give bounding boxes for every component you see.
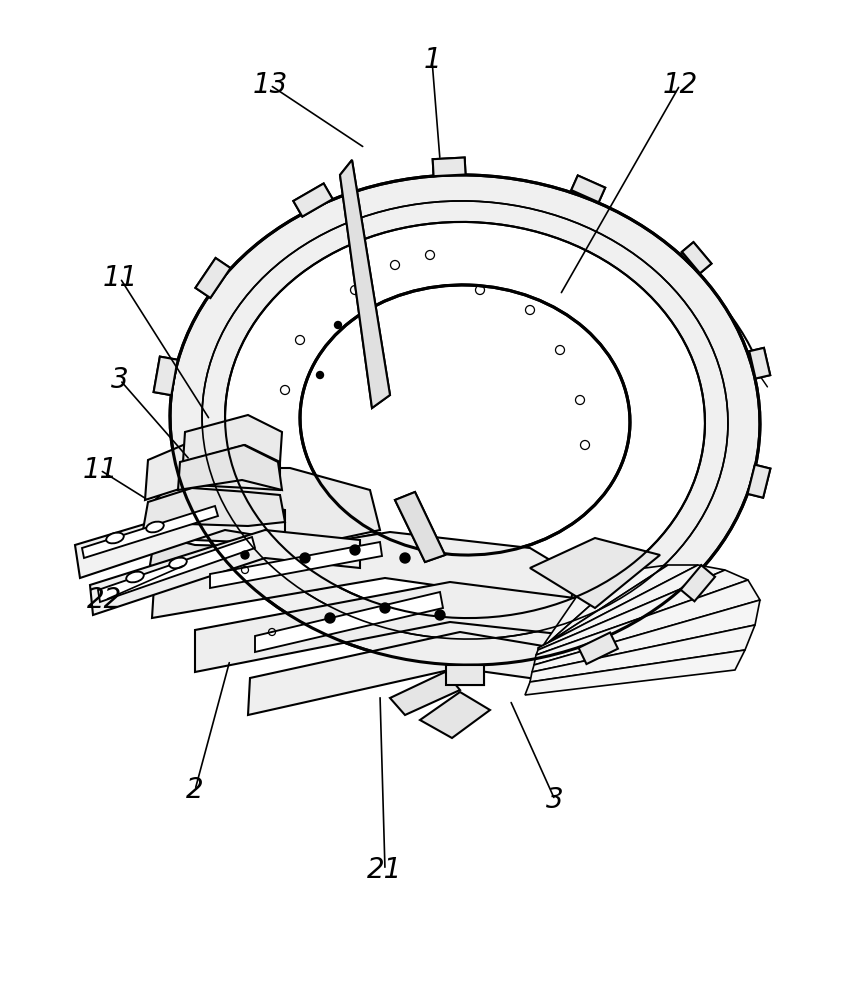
Polygon shape [255,592,443,652]
Circle shape [335,322,342,328]
Polygon shape [98,537,255,602]
Text: 2: 2 [186,776,204,804]
Polygon shape [340,160,390,408]
Text: 3: 3 [111,366,129,394]
Ellipse shape [127,572,144,582]
Polygon shape [538,565,698,648]
Polygon shape [433,158,466,176]
Circle shape [325,613,335,623]
Polygon shape [532,600,760,672]
Polygon shape [195,258,231,298]
Circle shape [350,545,360,555]
Polygon shape [395,492,445,562]
Polygon shape [540,570,630,650]
Circle shape [400,553,410,563]
Polygon shape [248,632,558,715]
Text: 22: 22 [87,586,122,614]
Circle shape [380,603,390,613]
Polygon shape [420,692,490,738]
Polygon shape [155,468,380,545]
Text: 11: 11 [83,456,118,484]
Polygon shape [433,158,466,176]
Polygon shape [572,175,605,202]
Polygon shape [747,465,771,498]
Polygon shape [538,565,725,650]
Ellipse shape [170,558,187,568]
Polygon shape [340,160,390,408]
Text: 3: 3 [546,786,564,814]
Polygon shape [195,258,231,298]
Circle shape [300,553,310,563]
Polygon shape [747,465,771,498]
Polygon shape [145,440,280,500]
Ellipse shape [225,222,705,618]
Ellipse shape [170,175,760,665]
Polygon shape [152,532,575,618]
Polygon shape [390,672,460,715]
Text: 12: 12 [662,71,697,99]
Polygon shape [82,506,218,558]
Polygon shape [75,500,285,578]
Polygon shape [749,348,771,379]
Polygon shape [536,570,748,655]
Ellipse shape [146,522,164,532]
Polygon shape [534,580,760,665]
Polygon shape [178,445,282,490]
Polygon shape [395,492,445,562]
Text: 21: 21 [368,856,403,884]
Polygon shape [446,665,484,685]
Text: 1: 1 [424,46,441,74]
Polygon shape [540,565,668,650]
Polygon shape [150,533,395,590]
Polygon shape [579,633,618,664]
Polygon shape [143,488,285,530]
Polygon shape [153,357,177,395]
Polygon shape [183,415,282,462]
Polygon shape [681,565,715,601]
Polygon shape [446,665,484,685]
Polygon shape [294,183,332,217]
Ellipse shape [300,285,630,555]
Polygon shape [682,242,711,273]
Polygon shape [153,357,177,395]
Polygon shape [294,183,332,217]
Polygon shape [749,348,771,379]
Ellipse shape [106,533,124,543]
Text: 11: 11 [102,264,138,292]
Circle shape [317,371,324,378]
Text: 13: 13 [252,71,288,99]
Polygon shape [90,530,360,615]
Polygon shape [210,542,382,588]
Polygon shape [530,625,755,682]
Circle shape [241,551,249,559]
Polygon shape [681,565,715,601]
Polygon shape [579,633,618,664]
Polygon shape [525,650,745,695]
Polygon shape [530,538,660,608]
Polygon shape [572,175,605,202]
Polygon shape [682,242,711,273]
Polygon shape [195,582,595,672]
Circle shape [435,610,445,620]
